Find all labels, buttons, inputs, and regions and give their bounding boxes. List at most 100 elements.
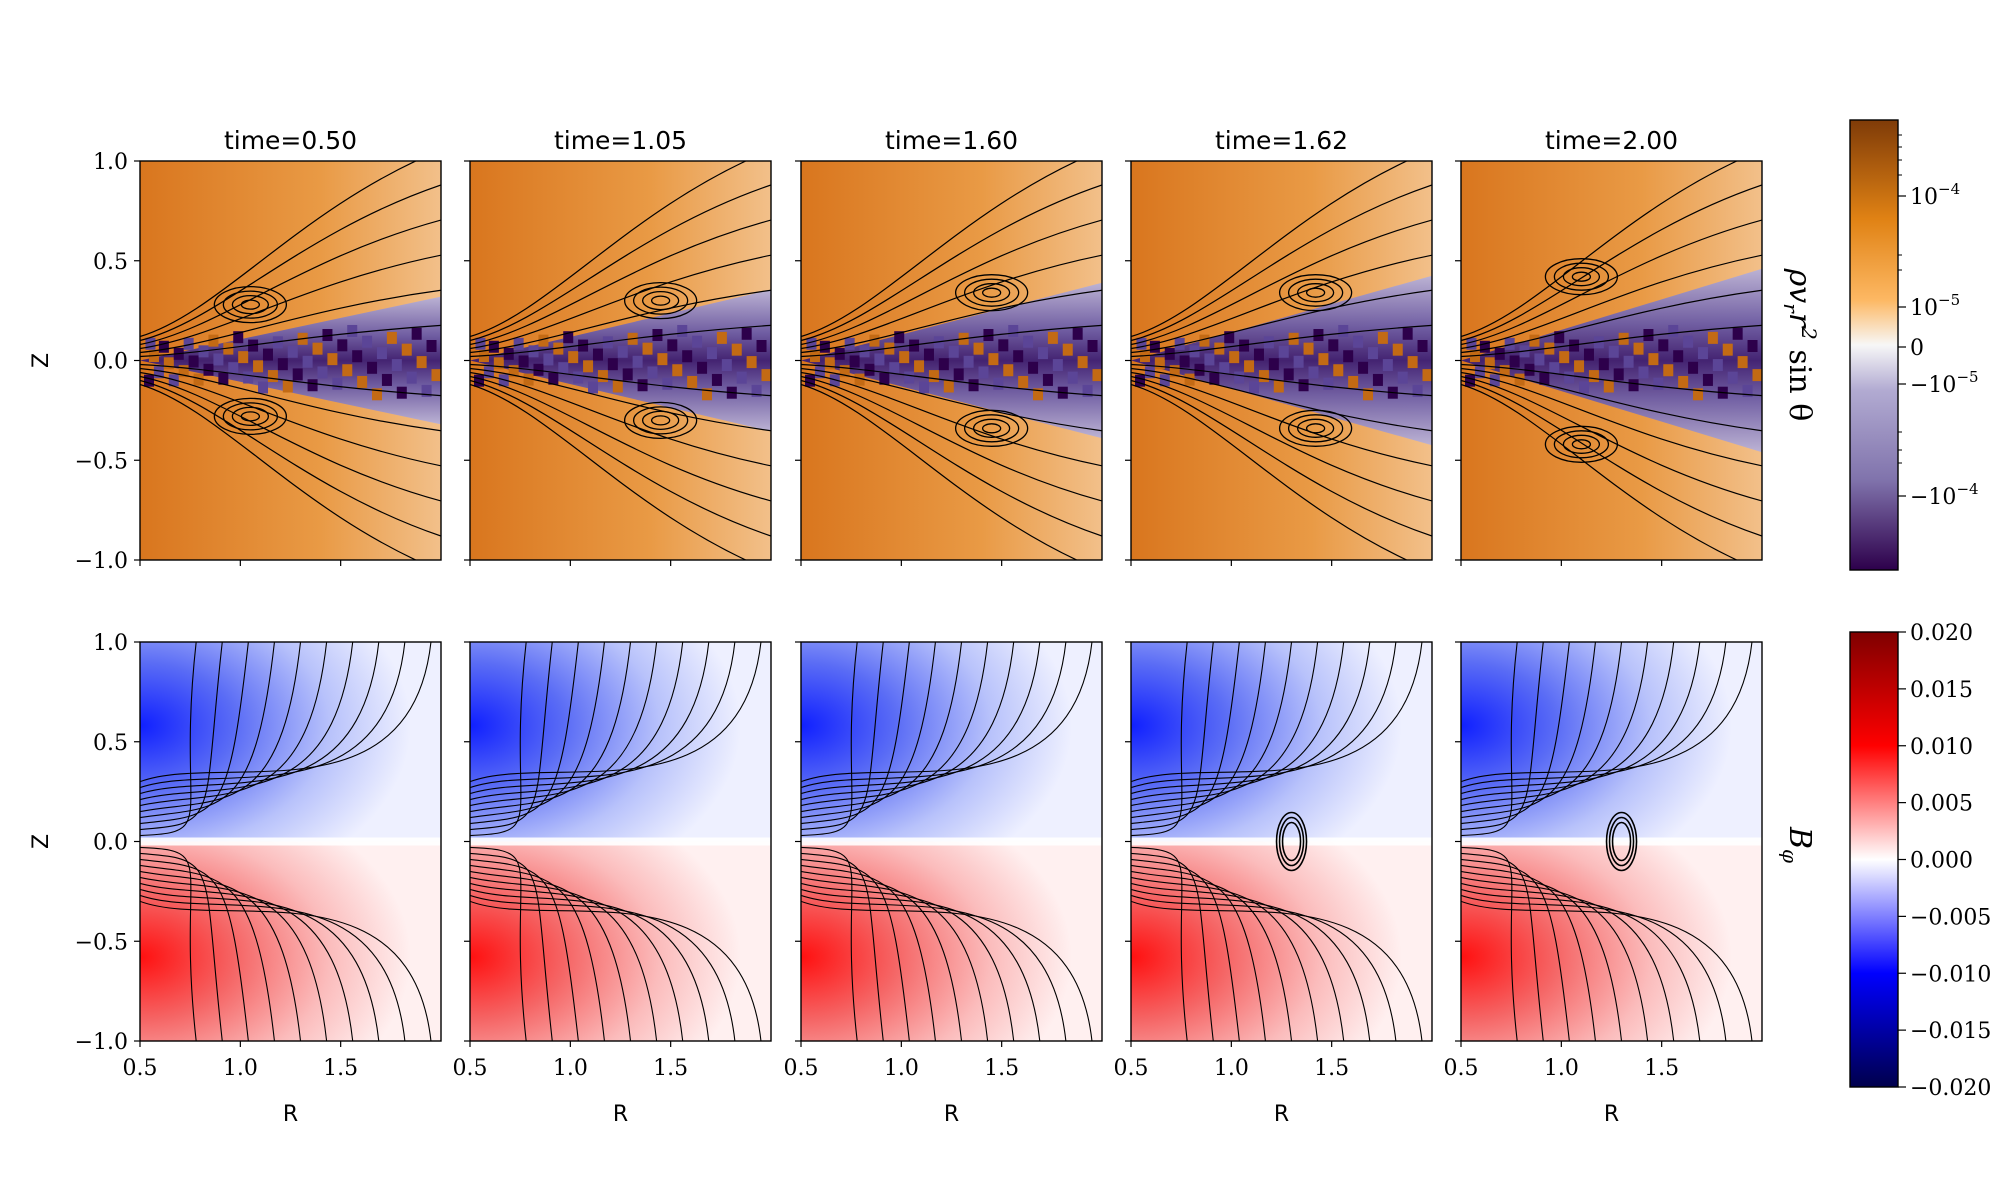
noise-cell xyxy=(1623,355,1634,368)
colorbar-tick-label: −0.020 xyxy=(1910,1076,1991,1101)
panel-title: time=1.05 xyxy=(554,126,687,155)
noise-cell xyxy=(381,373,392,386)
vortex-ring xyxy=(963,278,1020,307)
vortex-ring xyxy=(1544,258,1619,296)
field-line xyxy=(1461,379,1762,537)
field-line xyxy=(1461,894,1727,1041)
field-line xyxy=(801,642,1041,795)
noise-cell xyxy=(1693,388,1704,401)
noise-cell xyxy=(411,327,422,340)
noise-cell xyxy=(391,359,402,372)
field-line xyxy=(1131,184,1432,342)
noise-cell xyxy=(401,343,412,356)
field-line xyxy=(1131,900,1423,1041)
field-line xyxy=(801,375,1102,502)
y-tick-label: −0.5 xyxy=(75,449,128,474)
noise-cell xyxy=(1052,359,1063,372)
noise-cell xyxy=(1509,355,1520,368)
field-line xyxy=(470,642,684,801)
vortex-ring xyxy=(1305,287,1326,298)
noise-cell xyxy=(978,366,989,379)
midplane xyxy=(470,837,771,846)
noise-cell xyxy=(218,372,229,385)
field-line xyxy=(801,324,1102,358)
noise-cell xyxy=(267,370,278,383)
x-axis-label: R xyxy=(1274,1102,1289,1127)
field-line xyxy=(140,642,302,813)
field-line xyxy=(1461,371,1762,467)
noise-cell xyxy=(558,362,569,375)
colorbar-top: 10−4 10−5 0 −10−5 −10−4 ρvrr2 sin θ xyxy=(1779,119,1979,571)
field-line xyxy=(1461,642,1727,789)
noise-cell xyxy=(1608,345,1619,358)
panel-title: time=1.60 xyxy=(885,126,1018,155)
x-tick-label: 0.5 xyxy=(784,1056,819,1081)
field-line xyxy=(1131,363,1432,397)
field-line xyxy=(470,852,553,1041)
noise-cell xyxy=(1077,356,1088,369)
field-line xyxy=(470,882,684,1041)
noise-cell xyxy=(1579,381,1590,394)
noise-cell xyxy=(963,355,974,368)
noise-cell xyxy=(1239,339,1250,352)
field-line xyxy=(1131,383,1409,560)
x-tick-label: 1.0 xyxy=(1544,1056,1579,1081)
noise-cell xyxy=(233,331,244,344)
vortex-ring xyxy=(641,290,680,311)
noise-cell xyxy=(583,360,594,373)
noise-cell xyxy=(617,345,628,358)
noise-cell xyxy=(352,350,363,363)
noise-cell xyxy=(1174,337,1185,350)
field-line xyxy=(1461,219,1762,346)
noise-cell xyxy=(1033,388,1044,401)
field-line xyxy=(1461,324,1762,358)
field-line xyxy=(470,642,579,825)
noise-cell xyxy=(1298,379,1309,392)
noise-cell xyxy=(533,363,544,376)
vortex-ring xyxy=(1562,434,1601,454)
inflow-disk-wedge xyxy=(1461,268,1762,453)
noise-cell xyxy=(914,360,925,373)
field-line xyxy=(470,219,771,346)
vortex-ring xyxy=(623,281,698,320)
field-line xyxy=(470,161,748,338)
noise-cell xyxy=(416,356,427,369)
noise-cell xyxy=(864,363,875,376)
vortex-ring xyxy=(1287,278,1344,307)
bottom-panel-5: 0.5 1.0 1.5 R xyxy=(1444,641,1763,1127)
vortex-ring xyxy=(963,414,1020,443)
top-panel-4: time=1.62 xyxy=(1125,126,1433,566)
colorbar-tick-label: 10−5 xyxy=(1910,291,1960,321)
noise-cell xyxy=(746,356,757,369)
field-line xyxy=(1461,642,1701,795)
field-line xyxy=(1461,161,1739,338)
field-line xyxy=(470,324,771,358)
field-line xyxy=(1131,642,1371,795)
field-line xyxy=(470,642,710,795)
field-line xyxy=(470,870,632,1041)
inflow-disk-wedge xyxy=(801,282,1102,439)
noise-cell xyxy=(1273,380,1284,393)
field-line xyxy=(801,642,884,831)
noise-cell xyxy=(1613,368,1624,381)
noise-cell xyxy=(1554,331,1565,344)
noise-cell xyxy=(909,339,920,352)
noise-cell xyxy=(1382,359,1393,372)
colorbars: 10−4 10−5 0 −10−5 −10−4 ρvrr2 sin θ 0.020 0.015… xyxy=(1778,119,1991,1101)
noise-cell xyxy=(894,331,905,344)
flux-loop xyxy=(1605,811,1638,872)
noise-cell xyxy=(1529,334,1540,347)
noise-cell xyxy=(1062,343,1073,356)
noise-cell xyxy=(1028,361,1039,374)
vortex-ring xyxy=(981,287,1002,298)
field-line xyxy=(470,642,736,789)
inflow-disk-wedge xyxy=(1131,275,1432,446)
colorbar-tick-label: −10−4 xyxy=(1910,480,1979,510)
noise-cell xyxy=(1417,340,1428,353)
noise-cell xyxy=(1283,368,1294,381)
x-axis-label: R xyxy=(944,1102,959,1127)
noise-cell xyxy=(736,371,747,384)
noise-cell xyxy=(993,377,1004,390)
field-line xyxy=(801,642,1067,789)
noise-cell xyxy=(588,381,599,394)
